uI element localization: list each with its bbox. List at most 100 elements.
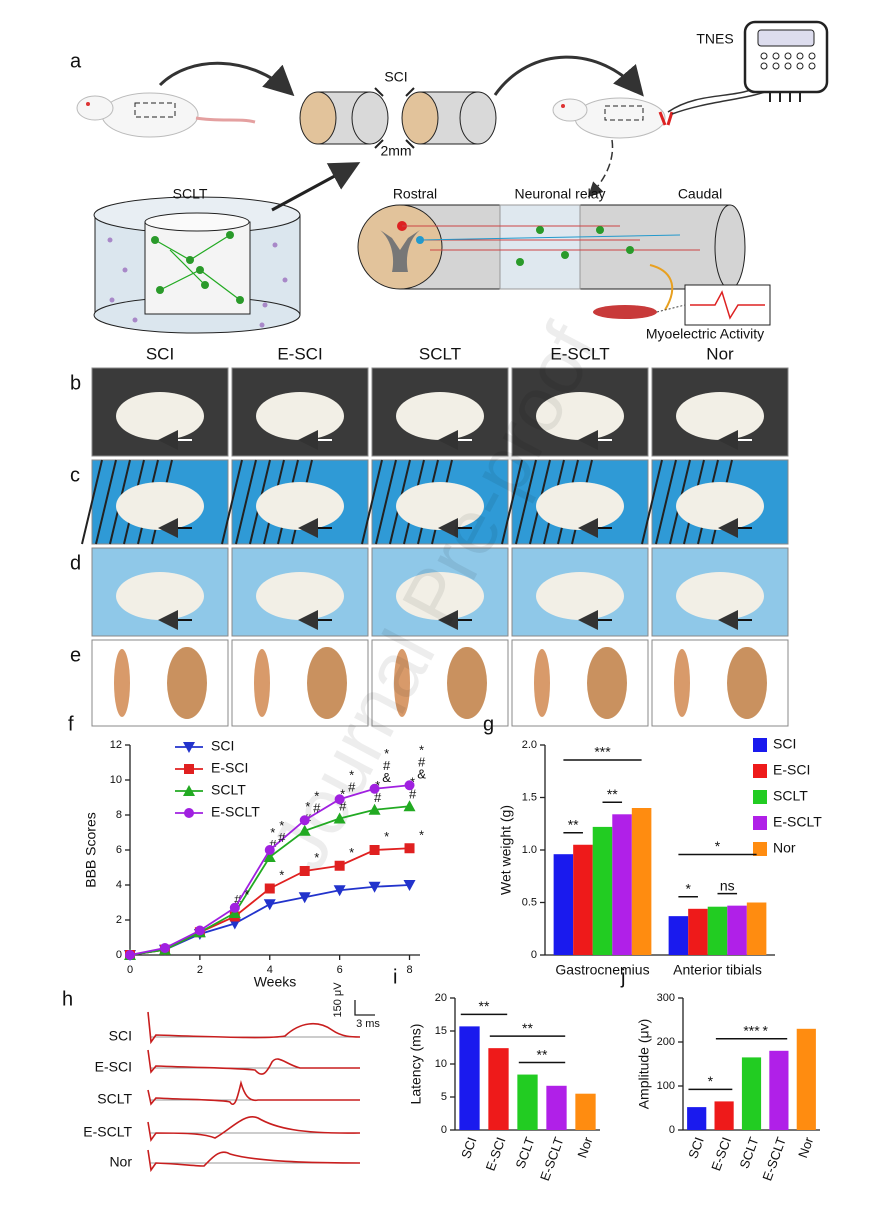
cage-bar (235, 459, 257, 545)
x-tick-label: 2 (197, 964, 203, 976)
y-tick-label: 15 (435, 1025, 447, 1037)
x-tick-label: Nor (574, 1134, 595, 1159)
x-tick-label: E-SCLT (537, 1135, 567, 1183)
x-tick-label: Gastrocnemius (555, 962, 649, 978)
rat (676, 482, 764, 530)
significance-label: * (414, 827, 429, 839)
cage-bar (361, 459, 383, 545)
marker (368, 881, 381, 893)
y-tick-label: 200 (657, 1036, 675, 1048)
diagram-label: Caudal (678, 186, 722, 202)
x-tick-label: 4 (267, 964, 273, 976)
significance-label: *#& (414, 742, 429, 778)
spinal-segments (299, 87, 497, 149)
legend-swatch (753, 790, 767, 804)
significance-label: * (274, 868, 289, 880)
diagram-label: 2mm (380, 143, 411, 159)
bar (612, 814, 632, 955)
marker (334, 794, 345, 805)
significance-label: ** (568, 816, 579, 832)
legend-label: E-SCLT (211, 804, 260, 820)
rat (116, 572, 204, 620)
y-tick-label: 4 (116, 879, 122, 891)
y-axis-label: BBB Scores (83, 812, 99, 887)
bar (688, 908, 708, 955)
significance-label: *# (274, 818, 289, 842)
y-tick-label: 2 (116, 914, 122, 926)
arrow (271, 162, 361, 212)
column-header: Nor (706, 344, 734, 363)
marker (403, 880, 416, 891)
bar (546, 1085, 567, 1130)
panel-label: b (70, 372, 81, 394)
panel-label: g (483, 713, 494, 735)
rat-icon (76, 92, 256, 138)
muscle (593, 284, 771, 326)
bar (796, 1028, 816, 1130)
significance-label: * (715, 838, 721, 854)
x-tick-label: 0 (127, 964, 133, 976)
marker (263, 899, 276, 911)
y-tick-label: 2.0 (522, 739, 537, 751)
trace-label: E-SCI (95, 1059, 132, 1075)
arrow (493, 55, 644, 97)
marker (369, 845, 380, 855)
column-header: SCLT (419, 344, 461, 363)
legend-marker (183, 785, 195, 796)
muscle (534, 649, 550, 717)
cage-bar (501, 459, 523, 545)
significance-label: *# (309, 788, 324, 812)
bar (573, 844, 593, 955)
muscle (394, 649, 410, 717)
muscle (167, 647, 207, 719)
diagram-label: TNES (696, 31, 733, 47)
cord (357, 204, 746, 311)
rat (256, 482, 344, 530)
diagram-label: Myoelectric Activity (646, 326, 764, 342)
y-tick-label: 300 (657, 992, 675, 1004)
panel-label: c (70, 464, 80, 486)
marker (299, 815, 310, 826)
legend-swatch (753, 738, 767, 752)
muscle (727, 647, 767, 719)
x-tick-label: SCI (685, 1135, 707, 1160)
rat (536, 482, 624, 530)
bar (575, 1093, 596, 1130)
marker (369, 783, 380, 794)
x-tick-label: SCLT (512, 1135, 537, 1171)
rat (116, 482, 204, 530)
significance-label: ** (607, 786, 618, 802)
trace-label: E-SCLT (83, 1124, 132, 1140)
significance-label: * (344, 845, 359, 857)
y-tick-label: 12 (110, 739, 122, 751)
rat (536, 572, 624, 620)
y-tick-label: 1.5 (522, 791, 537, 803)
scale-label: 150 μV (332, 982, 344, 1018)
marker (298, 824, 311, 836)
photo-grid: SCI E-SCI SCLT E-SCLT Nor b c d e (70, 344, 789, 727)
bar (707, 906, 728, 955)
legend-label: E-SCI (773, 762, 810, 778)
marker (368, 803, 381, 815)
y-tick-label: 0 (441, 1124, 447, 1136)
rat (256, 392, 344, 440)
bar (459, 1026, 480, 1130)
significance-label: ** (537, 1046, 548, 1062)
marker (404, 780, 415, 791)
y-tick-label: 20 (435, 992, 447, 1004)
bar (631, 808, 652, 955)
significance-label: *# (265, 825, 280, 849)
muscle (587, 647, 627, 719)
significance-label: * (379, 829, 394, 841)
marker (404, 843, 415, 854)
trace-panel: h (62, 988, 375, 1173)
device (743, 20, 829, 102)
photo (91, 639, 229, 727)
arrow (587, 139, 614, 198)
x-tick-label: E-SCLT (759, 1135, 789, 1183)
legend-swatch (753, 842, 767, 856)
muscle (674, 649, 690, 717)
panel-label: i (393, 966, 397, 988)
y-tick-label: 10 (110, 774, 122, 786)
